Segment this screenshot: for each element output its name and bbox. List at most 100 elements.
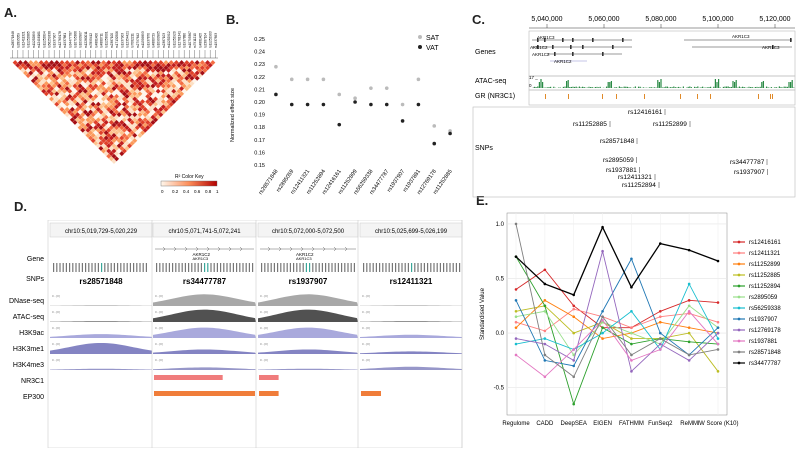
snp-marker (286, 263, 288, 272)
series-point (601, 315, 604, 319)
atac-signal-bar (726, 86, 728, 88)
snp-marker (126, 263, 128, 272)
exon (537, 38, 539, 42)
scale-label: 0 - [0] (155, 294, 163, 298)
snp-marker (420, 263, 422, 272)
snp-axis-label: rs11253001 (105, 31, 109, 48)
exon (602, 52, 604, 56)
snp-marker (107, 263, 109, 272)
series-line-rs28571848 (515, 223, 719, 378)
atac-signal-bar (708, 86, 710, 88)
snp-marker (85, 263, 87, 272)
atac-signal-bar (559, 87, 561, 88)
nr3c1-peak (259, 375, 279, 380)
atac-signal-bar (666, 86, 668, 88)
region-label: chr10:5,071,741-5,072,241 (168, 229, 241, 235)
series-point (514, 320, 518, 324)
series-point (687, 340, 691, 344)
atac-signal-bar (665, 86, 667, 88)
series-point (601, 309, 604, 313)
snp-marker (232, 263, 234, 272)
gene-label: AKR1C2 (193, 252, 211, 257)
gr-peak (616, 94, 617, 99)
snp-marker (318, 263, 320, 272)
snp-id: rs1937907 (289, 277, 328, 286)
series-point (601, 318, 604, 322)
series-point (572, 304, 576, 308)
legend-marker (737, 306, 741, 310)
snp-id: rs28571848 (79, 277, 123, 286)
track-label: Genes (475, 49, 496, 56)
series-point (658, 320, 662, 324)
atac-signal-bar (766, 86, 768, 88)
legend-vat-marker (418, 45, 422, 49)
atac-signal-bar (743, 87, 745, 88)
snp-marker (344, 263, 346, 272)
snp-axis-label: rs1937903 (120, 33, 124, 48)
snp-label: rs12411321 (618, 174, 652, 181)
atac-signal-bar (580, 87, 582, 88)
atac-signal-bar (607, 82, 609, 88)
data-point-sat (274, 64, 278, 69)
snp-marker (53, 263, 55, 272)
series-point (630, 359, 633, 362)
exon (537, 45, 539, 49)
atac-signal-bar (790, 82, 792, 88)
snp-marker (417, 263, 419, 272)
atac-signal-bar (567, 80, 569, 88)
legend-tick: 0.8 (205, 189, 212, 194)
series-point (687, 299, 691, 302)
track-label: H3K4me3 (13, 362, 44, 369)
atac-signal-bar (590, 87, 592, 88)
series-point (514, 353, 518, 357)
exon (544, 38, 546, 42)
snp-marker (398, 263, 400, 272)
series-point (630, 370, 633, 373)
atac-signal-bar (695, 87, 697, 88)
snp-marker (439, 263, 441, 272)
atac-signal-bar (591, 87, 593, 88)
legend-label: rs11252894 (749, 284, 781, 290)
snp-axis-label: rs11252899 (32, 31, 36, 48)
atac-signal-bar (761, 82, 763, 88)
snp-marker (341, 263, 343, 272)
y-tick: 0.0 (496, 331, 505, 337)
legend-tick: 0.6 (194, 189, 201, 194)
y-axis-label: Normalized effect size (230, 88, 236, 142)
snp-axis-label: rs10795366 (74, 31, 78, 48)
exon (622, 38, 624, 42)
data-point-vat (289, 102, 294, 107)
atac-signal-bar (654, 87, 656, 88)
legend-label: rs11252885 (749, 273, 781, 279)
snp-marker (101, 263, 103, 272)
atac-signal-bar (767, 87, 769, 88)
series-point (658, 315, 662, 319)
snp-marker (375, 263, 377, 272)
exon (790, 38, 792, 42)
legend-marker (737, 284, 741, 288)
snp-marker (382, 263, 384, 272)
atac-signal-bar (588, 86, 590, 88)
snp-marker (334, 263, 336, 272)
genome-browser-d: Gene SNPs DNase-seq ATAC-seq H3K9ac H3K3me1 H3… (9, 220, 463, 448)
y-tick: 0.21 (254, 87, 265, 93)
atac-signal-bar (614, 87, 616, 88)
atac-signal-bar (615, 87, 617, 88)
snp-marker (184, 263, 186, 272)
snp-marker (159, 263, 161, 272)
series-point (543, 342, 547, 346)
snp-marker (353, 263, 355, 272)
atac-signal-bar (788, 82, 790, 88)
snp-marker (455, 263, 457, 272)
snp-marker (280, 263, 282, 272)
data-point-sat (289, 77, 294, 82)
atac-signal-bar (671, 87, 673, 88)
signal-track (50, 334, 152, 338)
atac-signal-bar (702, 86, 704, 88)
snp-axis-label: rs4881405 (198, 33, 202, 48)
atac-signal-bar (758, 87, 760, 88)
series-point (572, 348, 576, 351)
snp-marker (188, 263, 190, 272)
data-point-vat (416, 102, 421, 107)
